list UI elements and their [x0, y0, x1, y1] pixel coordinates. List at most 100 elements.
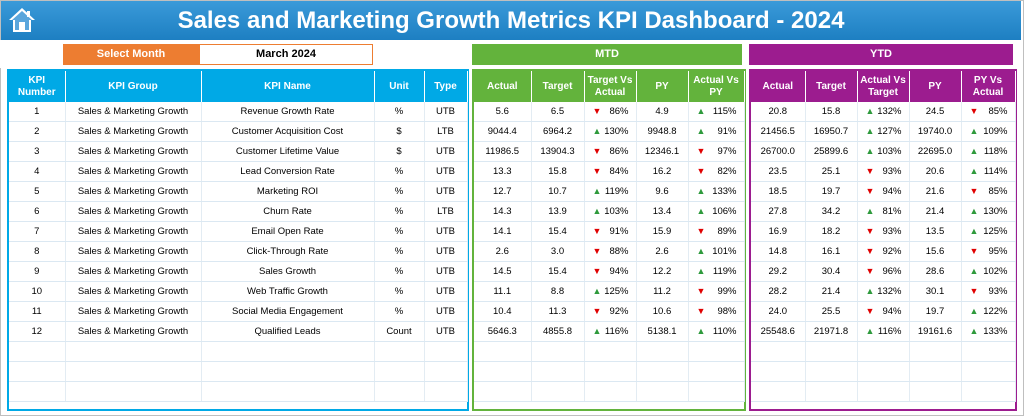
ytd-py-cell: 20.6	[909, 161, 962, 182]
ytd-actual-vs-target-cell: ▼ 93%	[857, 161, 910, 182]
status-value: 92%	[609, 306, 629, 317]
header-type: Type	[424, 71, 468, 102]
empty-cell	[751, 341, 806, 362]
empty-cell	[374, 381, 425, 402]
ytd-py-cell: 19161.6	[909, 321, 962, 342]
table-row: 8 Sales & Marketing Growth Click-Through R…	[9, 241, 468, 262]
empty-cell	[584, 381, 637, 402]
mtd-target-cell: 15.8	[531, 161, 585, 182]
kpi-name-cell: Email Open Rate	[201, 221, 375, 242]
arrow-down-icon: ▼	[696, 226, 706, 236]
mtd-target-vs-actual-cell: ▼ 86%	[584, 141, 637, 162]
empty-cell	[531, 341, 585, 362]
table-row: 14.8 16.1 ▼ 92% 15.6 ▼ 95%	[751, 241, 1016, 262]
type-cell: UTB	[424, 281, 468, 302]
ytd-py-vs-actual-cell: ▲ 114%	[961, 161, 1016, 182]
unit-cell: $	[374, 141, 425, 162]
ytd-actual-cell: 27.8	[751, 201, 806, 222]
status-value: 91%	[717, 126, 737, 137]
home-icon[interactable]	[7, 6, 37, 34]
kpi-name-cell: Customer Acquisition Cost	[201, 121, 375, 142]
mtd-target-cell: 4855.8	[531, 321, 585, 342]
type-cell: UTB	[424, 161, 468, 182]
ytd-target-cell: 34.2	[805, 201, 858, 222]
status-value: 102%	[983, 266, 1008, 277]
empty-cell	[424, 381, 468, 402]
ytd-actual-cell: 26700.0	[751, 141, 806, 162]
mtd-actual-cell: 13.3	[474, 161, 532, 182]
empty-cell	[201, 361, 375, 382]
status-value: 88%	[609, 246, 629, 257]
type-cell: UTB	[424, 261, 468, 282]
type-cell: LTB	[424, 121, 468, 142]
mtd-target-cell: 6964.2	[531, 121, 585, 142]
mtd-target-cell: 3.0	[531, 241, 585, 262]
month-dropdown[interactable]: March 2024	[199, 44, 373, 65]
empty-cell	[909, 361, 962, 382]
kpi-group-cell: Sales & Marketing Growth	[65, 221, 202, 242]
empty-cell	[474, 381, 532, 402]
ytd-target-cell: 15.8	[805, 102, 858, 122]
ytd-table: Actual Target Actual Vs Target PY PY Vs …	[751, 71, 1016, 402]
arrow-down-icon: ▼	[969, 186, 979, 196]
ytd-target-cell: 18.2	[805, 221, 858, 242]
status-value: 103%	[877, 146, 902, 157]
empty-cell	[584, 361, 637, 382]
arrow-up-icon: ▲	[592, 186, 602, 196]
empty-cell	[909, 341, 962, 362]
status-value: 133%	[712, 186, 737, 197]
ytd-py-vs-actual-cell: ▼ 85%	[961, 102, 1016, 122]
arrow-down-icon: ▼	[696, 286, 706, 296]
arrow-down-icon: ▼	[592, 106, 602, 116]
mtd-actual-cell: 2.6	[474, 241, 532, 262]
arrow-down-icon: ▼	[592, 146, 602, 156]
unit-cell: %	[374, 301, 425, 322]
mtd-panel: Actual Target Target Vs Actual PY Actual…	[472, 69, 746, 411]
ytd-actual-vs-target-cell: ▲ 116%	[857, 321, 910, 342]
kpi-name-cell: Lead Conversion Rate	[201, 161, 375, 182]
empty-cell	[9, 341, 66, 362]
empty-cell	[909, 381, 962, 402]
ytd-py-cell: 24.5	[909, 102, 962, 122]
mtd-py-cell: 13.4	[636, 201, 689, 222]
mtd-py-cell: 12.2	[636, 261, 689, 282]
ytd-target-cell: 16.1	[805, 241, 858, 262]
kpi-group-cell: Sales & Marketing Growth	[65, 281, 202, 302]
mtd-actual-vs-py-cell: ▼ 97%	[688, 141, 745, 162]
status-value: 115%	[712, 106, 737, 117]
empty-cell	[688, 341, 745, 362]
mtd-actual-vs-py-cell: ▲ 119%	[688, 261, 745, 282]
ytd-py-vs-actual-cell: ▼ 93%	[961, 281, 1016, 302]
table-row: 5.6 6.5 ▼ 86% 4.9 ▲ 115%	[474, 102, 745, 122]
ytd-actual-cell: 21456.5	[751, 121, 806, 142]
table-row: 3 Sales & Marketing Growth Customer Lifeti…	[9, 141, 468, 162]
status-value: 95%	[988, 246, 1008, 257]
ytd-actual-vs-target-cell: ▲ 127%	[857, 121, 910, 142]
status-value: 116%	[877, 326, 902, 337]
arrow-up-icon: ▲	[696, 206, 706, 216]
unit-cell: %	[374, 221, 425, 242]
kpi-name-cell: Marketing ROI	[201, 181, 375, 202]
empty-cell	[857, 341, 910, 362]
mtd-target-cell: 15.4	[531, 221, 585, 242]
kpi-number-cell: 5	[9, 181, 66, 202]
table-row: 11.1 8.8 ▲ 125% 11.2 ▼ 99%	[474, 281, 745, 302]
mtd-target-vs-actual-cell: ▲ 119%	[584, 181, 637, 202]
arrow-up-icon: ▲	[969, 306, 979, 316]
kpi-group-cell: Sales & Marketing Growth	[65, 301, 202, 322]
kpi-number-cell: 1	[9, 102, 66, 122]
mtd-target-cell: 11.3	[531, 301, 585, 322]
empty-cell	[374, 341, 425, 362]
mtd-target-cell: 6.5	[531, 102, 585, 122]
mtd-target-cell: 10.7	[531, 181, 585, 202]
ytd-header-target: Target	[805, 71, 858, 102]
ytd-py-vs-actual-cell: ▲ 130%	[961, 201, 1016, 222]
mtd-target-vs-actual-cell: ▲ 116%	[584, 321, 637, 342]
status-value: 93%	[988, 286, 1008, 297]
empty-cell	[688, 361, 745, 382]
status-value: 119%	[604, 186, 629, 197]
type-cell: LTB	[424, 201, 468, 222]
empty-cell	[688, 381, 745, 402]
arrow-up-icon: ▲	[592, 326, 602, 336]
kpi-name-cell: Revenue Growth Rate	[201, 102, 375, 122]
